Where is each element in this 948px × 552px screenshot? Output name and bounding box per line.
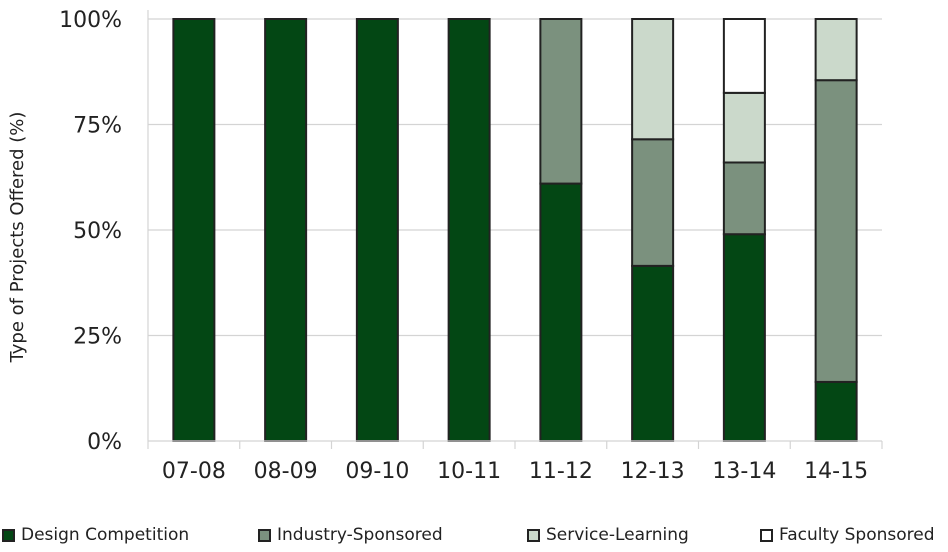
bar-design-competition [355, 18, 399, 442]
legend-item: Service-Learning [527, 525, 689, 545]
bar-service-learning [631, 18, 675, 141]
legend: Design Competition Industry-Sponsored Serv… [0, 525, 948, 551]
bar-industry-sponsored [814, 79, 858, 383]
x-tick-label: 13-14 [712, 459, 776, 484]
bar-design-competition [264, 18, 308, 442]
y-tick-label: 50% [73, 219, 122, 244]
legend-label: Service-Learning [546, 525, 689, 545]
x-tick-label: 09-10 [345, 459, 409, 484]
legend-item: Industry-Sponsored [258, 525, 443, 545]
x-tick-label: 10-11 [437, 459, 501, 484]
x-tick-label: 14-15 [804, 459, 868, 484]
bar-design-competition [722, 233, 766, 442]
legend-item: Faculty Sponsored [760, 525, 935, 545]
x-axis: 07-08 08-09 09-10 10-11 11-12 12-13 13-14 14-15 [147, 440, 883, 484]
legend-swatch [258, 528, 271, 542]
bar-service-learning [722, 91, 766, 164]
bar-design-competition [172, 18, 216, 442]
bar-design-competition [631, 264, 675, 442]
legend-label: Faculty Sponsored [779, 525, 935, 545]
x-tick-label: 11-12 [529, 459, 593, 484]
bar-industry-sponsored [722, 161, 766, 236]
bar-design-competition [539, 182, 583, 443]
legend-swatch [527, 528, 540, 542]
x-tick-label: 12-13 [621, 459, 685, 484]
legend-swatch [2, 528, 15, 542]
x-tick-label: 08-09 [254, 459, 318, 484]
y-axis: 0% 25% 50% 75% 100% [59, 8, 149, 455]
legend-item: Design Competition [2, 525, 189, 545]
y-tick-label: 25% [73, 325, 122, 350]
bar-industry-sponsored [539, 18, 583, 185]
legend-swatch [760, 528, 773, 542]
gridlines [148, 18, 882, 337]
y-tick-label: 75% [73, 114, 122, 139]
bar-faculty-sponsored [722, 18, 766, 94]
legend-label: Industry-Sponsored [277, 525, 443, 545]
y-tick-label: 0% [87, 430, 122, 455]
x-tick-label: 07-08 [162, 459, 226, 484]
y-axis-title: Type of Projects Offered (%) [7, 112, 28, 364]
bar-design-competition [447, 18, 491, 442]
stacked-bar-chart: 07-08 08-09 09-10 10-11 11-12 12-13 13-14 14-15… [7, 8, 883, 484]
bar-design-competition [814, 380, 858, 443]
bar-industry-sponsored [631, 138, 675, 267]
y-tick-label: 100% [59, 8, 122, 33]
bar-service-learning [814, 18, 858, 82]
legend-label: Design Competition [21, 525, 190, 545]
